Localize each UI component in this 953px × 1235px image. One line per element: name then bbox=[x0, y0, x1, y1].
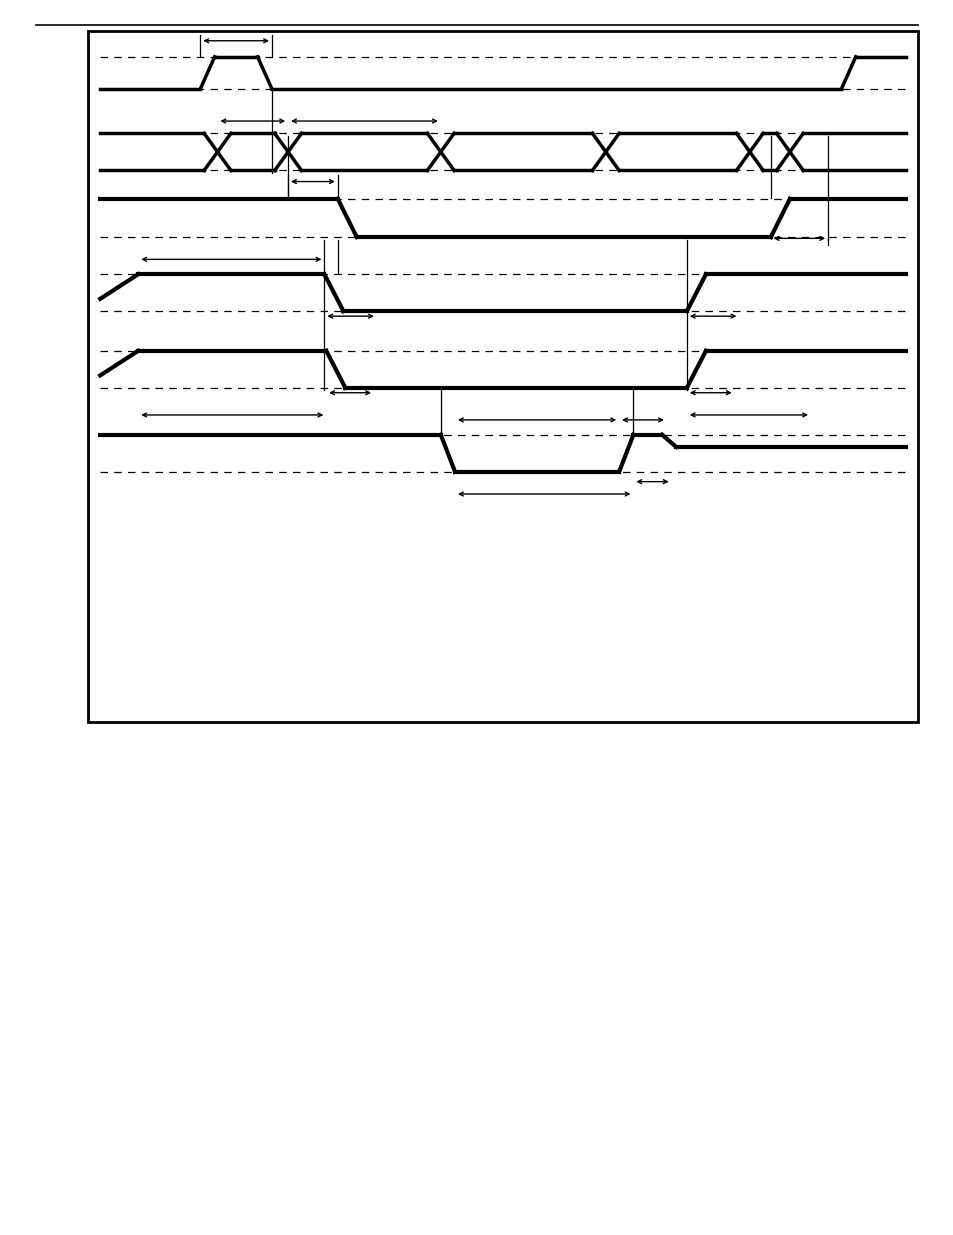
FancyBboxPatch shape bbox=[88, 31, 917, 722]
